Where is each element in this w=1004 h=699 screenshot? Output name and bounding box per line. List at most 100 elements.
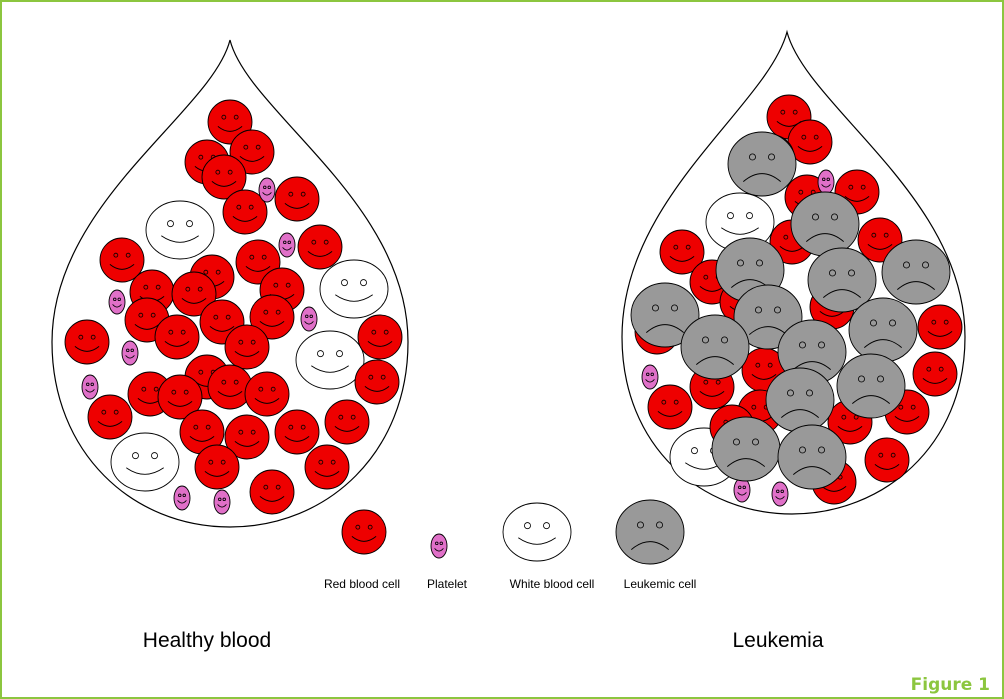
cell-eye [301, 192, 305, 196]
cell-body [250, 470, 294, 514]
plt-cell [174, 486, 190, 510]
cell-eye [368, 525, 372, 529]
cell-body [791, 192, 859, 256]
cell-body [275, 410, 319, 454]
cell-body [301, 307, 317, 331]
cell-eye [264, 485, 268, 489]
cell-body [778, 425, 846, 489]
cell-body [214, 490, 230, 514]
cell-eye [369, 375, 373, 379]
plt-cell [734, 478, 750, 502]
cell-eye [289, 425, 293, 429]
red-cell [155, 315, 199, 359]
cell-eye [384, 330, 388, 334]
gray-cell [778, 425, 846, 489]
legend-label: White blood cell [510, 577, 595, 591]
panel-title: Leukemia [732, 629, 823, 652]
cell-eye [271, 387, 275, 391]
cell-eye [79, 335, 83, 339]
cell-eye [768, 363, 772, 367]
gray-cell [681, 315, 749, 379]
cell-eye [351, 415, 355, 419]
cell-body [275, 177, 319, 221]
cell-eye [339, 415, 343, 419]
cell-body [642, 365, 658, 389]
cell-eye [126, 253, 130, 257]
cell-body [431, 534, 447, 558]
cell-body [245, 372, 289, 416]
cell-body [681, 315, 749, 379]
plt-cell [122, 341, 138, 365]
cell-eye [911, 405, 915, 409]
cell-eye [686, 245, 690, 249]
cell-body [225, 325, 269, 369]
red-cell [355, 360, 399, 404]
cell-body [65, 320, 109, 364]
red-cell [913, 352, 957, 396]
cell-body [342, 510, 386, 554]
cell-eye [172, 390, 176, 394]
cell-eye [879, 453, 883, 457]
cell-eye [704, 380, 708, 384]
cell-body [865, 438, 909, 482]
plt-cell [259, 178, 275, 202]
cell-body [734, 478, 750, 502]
cell-eye [251, 430, 255, 434]
cell-eye [154, 387, 158, 391]
red-cell [245, 372, 289, 416]
cell-body [849, 298, 917, 362]
cell-body [503, 503, 571, 561]
cell-eye [356, 525, 360, 529]
cell-body [712, 417, 780, 481]
cell-body [305, 445, 349, 489]
figure: Red blood cell Platelet White blood cell… [0, 0, 1004, 699]
cell-eye [861, 185, 865, 189]
white-cell [503, 503, 571, 561]
cell-eye [198, 287, 202, 291]
cell-body [195, 445, 239, 489]
cell-eye [102, 410, 106, 414]
red-cell [65, 320, 109, 364]
cell-eye [674, 400, 678, 404]
cell-body [122, 341, 138, 365]
gray-cell [849, 298, 917, 362]
cell-eye [234, 115, 238, 119]
cell-eye [289, 192, 293, 196]
plt-cell [642, 365, 658, 389]
cell-eye [186, 287, 190, 291]
red-cell [250, 470, 294, 514]
cell-eye [312, 240, 316, 244]
cell-eye [276, 485, 280, 489]
white-cell [320, 260, 388, 318]
cell-body [109, 290, 125, 314]
cell-eye [899, 405, 903, 409]
cell-eye [259, 387, 263, 391]
red-cell [225, 325, 269, 369]
cell-eye [216, 270, 220, 274]
cell-eye [891, 453, 895, 457]
cell-eye [674, 245, 678, 249]
cell-body [325, 400, 369, 444]
white-cell [296, 331, 364, 389]
red-cell [208, 365, 252, 409]
gray-cell [616, 500, 684, 564]
red-cell [275, 410, 319, 454]
cell-body [296, 331, 364, 389]
cell-body [648, 385, 692, 429]
red-cell [865, 438, 909, 482]
cell-eye [184, 390, 188, 394]
cell-eye [264, 310, 268, 314]
cell-eye [872, 233, 876, 237]
cell-body [918, 305, 962, 349]
cell-eye [239, 430, 243, 434]
cell-body [259, 178, 275, 202]
cell-eye [139, 313, 143, 317]
gray-cell [882, 240, 950, 304]
cell-body [616, 500, 684, 564]
red-cell [918, 305, 962, 349]
cell-body [728, 132, 796, 196]
cell-eye [199, 155, 203, 159]
plt-cell [772, 482, 788, 506]
red-cell [275, 177, 319, 221]
cell-body [320, 260, 388, 318]
